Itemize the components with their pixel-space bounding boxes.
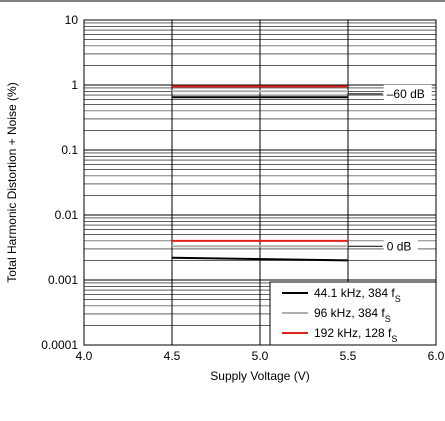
x-tick-label: 4.0 [76, 349, 93, 363]
annotation-bg [383, 237, 418, 254]
x-tick-label: 6.0 [428, 349, 445, 363]
legend-label: 44.1 kHz, 384 fS [314, 286, 401, 304]
y-tick-label: 0.0001 [41, 338, 78, 352]
y-tick-label: 0.1 [61, 143, 78, 157]
annotation-bg [383, 84, 432, 101]
annotation-label: –60 dB [387, 87, 425, 101]
y-tick-label: 10 [65, 13, 79, 27]
annotation-layer: –60 dB 0 dB [348, 84, 432, 254]
y-axis-title: Total Harmonic Distortion + Noise (%) [5, 82, 19, 282]
legend-label: 96 kHz, 384 fS [314, 306, 391, 324]
y-tick-label: 0.001 [48, 273, 78, 287]
x-tick-label: 4.5 [164, 349, 181, 363]
x-tick-label: 5.0 [252, 349, 269, 363]
plot-frame [83, 19, 437, 346]
tick-label-layer: 0.0001 0.001 0.01 0.1 1 10 4.0 4.5 5.0 5.5 6.0 [41, 13, 444, 363]
x-axis-title: Supply Voltage (V) [210, 369, 309, 383]
x-tick-label: 5.5 [340, 349, 357, 363]
legend: 44.1 kHz, 384 fS 96 kHz, 384 fS 192 kHz, 1… [269, 281, 437, 346]
y-tick-label: 0.01 [55, 208, 79, 222]
legend-label: 192 kHz, 128 fS [314, 326, 397, 344]
series-line [171, 256, 349, 262]
annotation-label: 0 dB [387, 239, 412, 253]
series-layer [171, 85, 349, 262]
y-tick-label: 1 [71, 78, 78, 92]
